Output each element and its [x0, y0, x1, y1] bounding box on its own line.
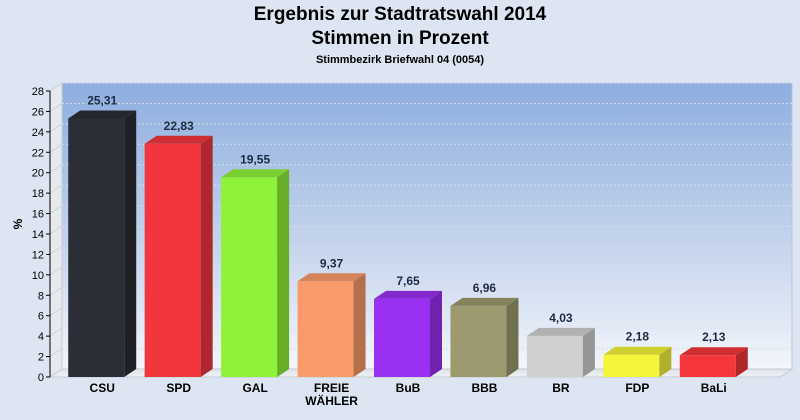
bar-freie-wähler	[297, 273, 366, 377]
bar-side	[430, 290, 442, 377]
data-label: 25,31	[87, 93, 117, 107]
bar-top	[221, 169, 290, 178]
gridline-side	[49, 82, 63, 92]
gridline-side	[49, 103, 63, 112]
data-label: 4,03	[549, 311, 573, 325]
x-tick-label: SPD	[166, 381, 191, 395]
bar-csu	[68, 110, 137, 377]
bar-side	[582, 327, 595, 377]
bar-top	[450, 297, 519, 306]
bar-top	[526, 327, 595, 336]
gridline-side	[49, 123, 63, 133]
bar-side	[124, 110, 137, 377]
gridline-side	[49, 327, 63, 337]
data-label: 22,83	[164, 119, 194, 133]
y-tick-label: 26	[32, 106, 44, 118]
x-tick-label: WÄHLER	[305, 393, 358, 408]
y-tick-label: 28	[32, 86, 44, 98]
gridline-side	[49, 143, 63, 153]
data-label: 2,13	[702, 330, 726, 344]
bar-gal	[221, 169, 290, 377]
bar-front	[68, 118, 125, 377]
y-tick-label: 24	[32, 127, 44, 139]
gridline-side	[49, 307, 63, 317]
bar-front	[526, 335, 583, 377]
bar-side	[659, 346, 672, 377]
y-tick-label: 18	[32, 188, 44, 200]
bar-side	[353, 273, 366, 377]
x-tick-label: FREIE	[314, 381, 349, 395]
y-tick-label: 10	[32, 270, 44, 282]
y-tick-label: 8	[38, 290, 44, 302]
x-tick-label: CSU	[90, 381, 115, 395]
y-tick-label: 20	[32, 168, 44, 180]
y-axis-title: %	[11, 218, 25, 229]
y-tick-label: 6	[38, 311, 44, 323]
bar-bali	[679, 347, 748, 377]
bar-top	[603, 346, 672, 355]
bar-top	[144, 135, 213, 144]
gridline-side	[49, 164, 63, 174]
bar-bub	[374, 290, 442, 377]
data-label: 19,55	[240, 152, 270, 166]
gridline-side	[49, 286, 63, 296]
bar-front	[603, 354, 660, 377]
chart-subtitle: Stimmen in Prozent	[311, 28, 489, 49]
bar-br	[526, 327, 595, 377]
bar-top	[297, 273, 366, 282]
bar-side	[277, 169, 290, 377]
bar-side	[506, 297, 519, 377]
x-tick-label: BaLi	[701, 381, 727, 395]
bar-fdp	[603, 346, 672, 377]
chart-caption: Stimmbezirk Briefwahl 04 (0054)	[315, 54, 485, 66]
x-tick-label: FDP	[625, 381, 649, 395]
data-label: 9,37	[320, 256, 344, 270]
bar-front	[450, 305, 507, 377]
gridline-side	[49, 205, 63, 214]
bar-front	[221, 177, 278, 377]
chart-title: Ergebnis zur Stadtratswahl 2014	[253, 4, 547, 25]
y-tick-label: 0	[38, 372, 44, 384]
bar-front	[144, 143, 201, 377]
x-tick-label: BR	[552, 381, 570, 395]
data-label: 7,65	[396, 274, 420, 288]
bar-top	[374, 290, 442, 299]
y-tick-label: 14	[32, 229, 44, 241]
data-label: 2,18	[626, 330, 650, 344]
x-tick-label: BuB	[396, 381, 421, 395]
y-tick-label: 12	[32, 249, 44, 261]
y-tick-label: 16	[32, 209, 44, 221]
bar-front	[374, 298, 430, 377]
gridline-side	[49, 246, 63, 255]
x-tick-label: GAL	[242, 381, 267, 395]
x-tick-label: BBB	[471, 381, 497, 395]
gridline-side	[49, 225, 63, 235]
y-tick-label: 2	[38, 352, 44, 364]
data-label: 6,96	[473, 281, 497, 295]
bar-side	[735, 347, 748, 377]
gridline-side	[49, 266, 63, 276]
bar-front	[297, 281, 354, 377]
gridline-side	[49, 184, 63, 194]
bar-top	[68, 110, 137, 119]
bar-front	[679, 355, 736, 377]
y-tick-label: 4	[38, 331, 44, 343]
bar-bbb	[450, 297, 519, 377]
bar-top	[679, 347, 748, 356]
y-tick-label: 22	[32, 147, 44, 159]
bar-spd	[144, 135, 213, 377]
gridline-side	[49, 348, 63, 357]
bar-side	[200, 135, 213, 377]
